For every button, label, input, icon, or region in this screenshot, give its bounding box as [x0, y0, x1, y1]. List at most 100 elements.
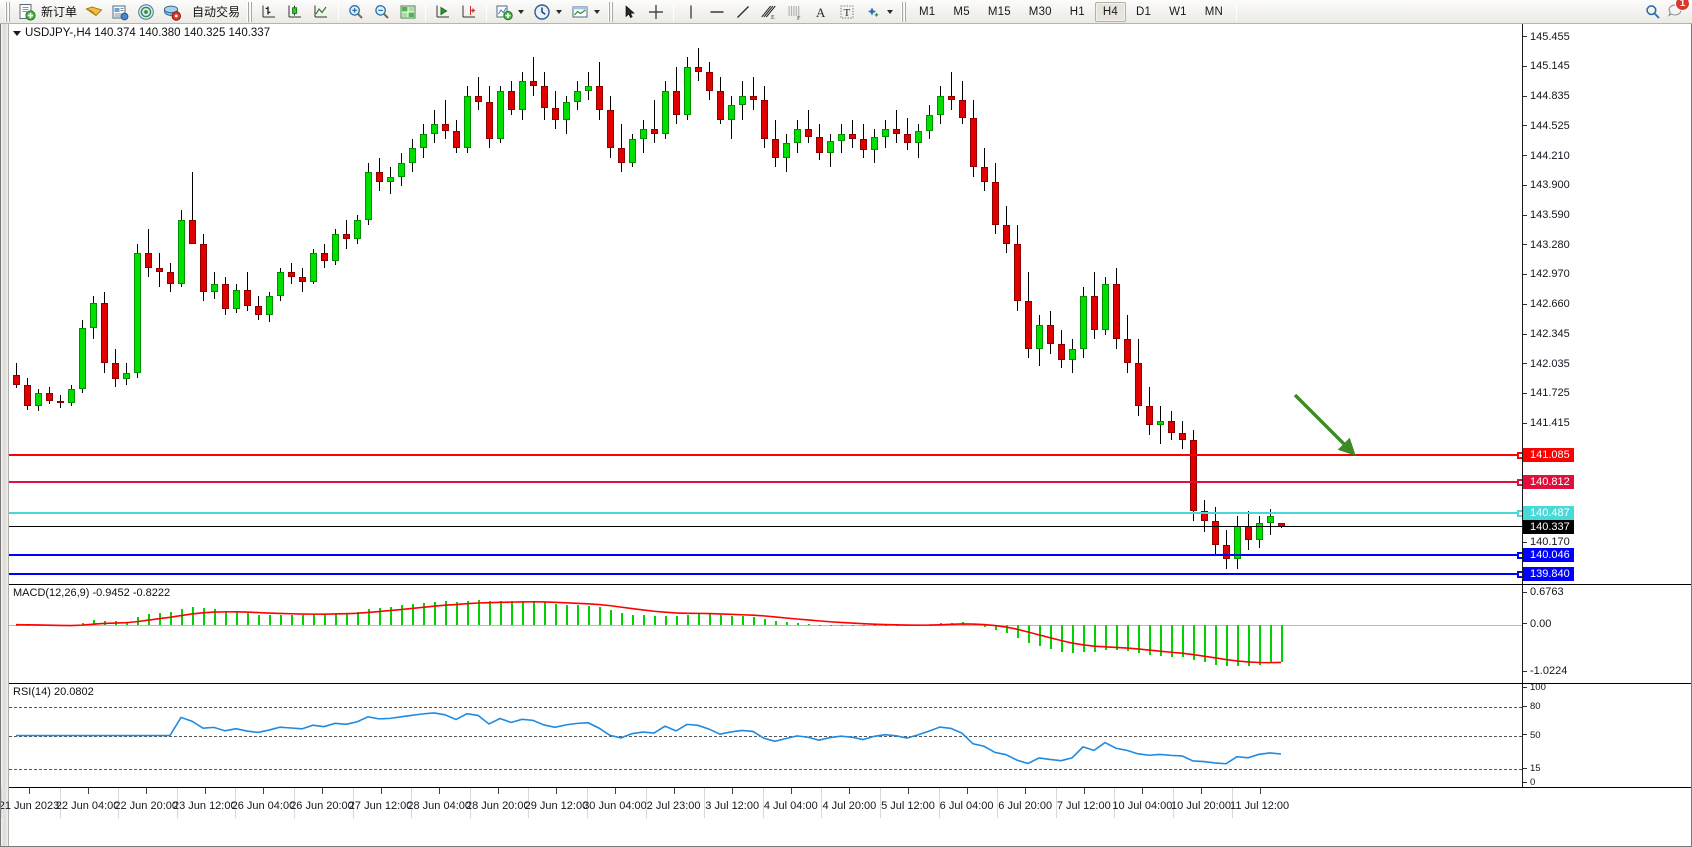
objects-dropdown-arrow[interactable]	[887, 9, 894, 14]
search-button[interactable]	[1641, 1, 1665, 23]
account-button[interactable]	[160, 1, 184, 23]
time-tick-label: 7 Jul 12:00	[1056, 800, 1111, 812]
trendline-button[interactable]	[731, 1, 755, 23]
timeframe-m15[interactable]: M15	[987, 5, 1011, 18]
objects-button[interactable]	[861, 1, 897, 23]
news-button[interactable]	[108, 1, 132, 23]
level-handle-support-upper[interactable]	[1517, 551, 1522, 559]
line-chart-button[interactable]	[309, 1, 333, 23]
indicators-button[interactable]	[492, 1, 528, 23]
level-line-bid-line[interactable]	[9, 511, 1522, 514]
chart-dropdown-icon[interactable]	[13, 30, 21, 36]
macd-histogram-bar	[588, 605, 590, 625]
autotrading-button[interactable]: 自动交易	[186, 1, 243, 23]
indicators-dropdown-arrow[interactable]	[518, 9, 525, 14]
price-badge-resistance-upper[interactable]: 141.085	[1523, 448, 1574, 463]
new-order-button[interactable]: 新订单	[15, 1, 80, 23]
macd-histogram-bar	[1270, 624, 1272, 664]
tile-windows-button[interactable]	[396, 1, 420, 23]
trendline-icon	[737, 5, 749, 18]
level-handle-bid-line[interactable]	[1517, 509, 1522, 517]
price-badge-bid-line[interactable]: 140.487	[1523, 505, 1574, 520]
zoom-in-button[interactable]	[344, 1, 368, 23]
auto-scroll-button[interactable]	[431, 1, 455, 23]
toolbar-grip-periods[interactable]	[901, 1, 908, 22]
time-separator	[880, 788, 881, 818]
level-line-resistance-upper[interactable]	[9, 454, 1522, 457]
candle-body	[211, 283, 218, 292]
price-badge-support-lower[interactable]: 139.840	[1523, 567, 1574, 582]
candle-body	[838, 133, 845, 141]
time-separator	[176, 788, 178, 818]
price-tick: 144.835	[1523, 90, 1570, 102]
candle-body	[706, 71, 713, 91]
timeframe-m5[interactable]: M5	[953, 5, 970, 18]
level-line-support-upper[interactable]	[9, 553, 1522, 556]
time-axis[interactable]: 21 Jun 2023 22 Jun 04:00 22 Jun 20:00 23 Ju…	[1, 787, 1691, 846]
candle-body	[189, 219, 196, 244]
candlestick-chart-button[interactable]	[283, 1, 307, 23]
candle-wick	[896, 110, 897, 144]
level-handle-resistance-lower[interactable]	[1517, 478, 1522, 486]
rsi-axis[interactable]: 100 80 50 15 0	[1522, 682, 1691, 788]
cursor-button[interactable]	[618, 1, 642, 23]
toolbar-grip-standard[interactable]	[5, 1, 11, 22]
folder-button[interactable]	[82, 1, 106, 23]
period-dropdown-arrow[interactable]	[556, 9, 563, 14]
period-button[interactable]	[530, 1, 566, 23]
timeframe-m30[interactable]: M30	[1028, 5, 1052, 18]
text-label-button[interactable]: T	[835, 1, 859, 23]
candle-body	[354, 219, 361, 239]
macd-histogram-bar	[1138, 624, 1140, 653]
rsi-plot-area[interactable]	[9, 684, 1522, 787]
timeframe-d1[interactable]: D1	[1136, 5, 1152, 18]
timeframe-w1[interactable]: W1	[1169, 5, 1187, 18]
horizontal-line-button[interactable]	[705, 1, 729, 23]
timeframe-mn[interactable]: MN	[1204, 5, 1224, 18]
level-line-support-lower[interactable]	[9, 573, 1522, 576]
zoom-out-button[interactable]	[370, 1, 394, 23]
chart-vertical-grip[interactable]	[1, 24, 9, 846]
time-tick-mark	[146, 788, 148, 794]
level-line-resistance-lower[interactable]	[9, 480, 1522, 483]
candle-body	[794, 129, 801, 144]
signal-button[interactable]	[134, 1, 158, 23]
time-separator	[1055, 788, 1057, 818]
templates-dropdown-arrow[interactable]	[594, 9, 601, 14]
level-handle-support-lower[interactable]	[1517, 571, 1522, 579]
vertical-line-button[interactable]	[679, 1, 703, 23]
level-line-last-price[interactable]	[9, 525, 1522, 527]
macd-histogram-bar	[423, 602, 425, 625]
price-axis[interactable]: 145.455 145.145 144.835 144.525 144.210 143.9…	[1522, 24, 1691, 584]
macd-plot-area[interactable]	[9, 585, 1522, 683]
timeframe-h4[interactable]: H4	[1094, 1, 1126, 22]
bar-chart-button[interactable]	[257, 1, 281, 23]
macd-axis[interactable]: 0.6763 0.00 -1.0224	[1522, 585, 1691, 683]
crosshair-button[interactable]	[644, 1, 668, 23]
price-plot-area[interactable]	[9, 24, 1522, 584]
macd-histogram-bar	[357, 611, 359, 625]
price-badge-support-upper[interactable]: 140.046	[1523, 547, 1574, 562]
new-order-label: 新订单	[41, 4, 78, 19]
macd-histogram-bar	[643, 615, 645, 625]
price-tick: 143.590	[1523, 209, 1570, 221]
chart-shift-button[interactable]	[457, 1, 481, 23]
indicators-icon	[496, 5, 513, 20]
toolbar-grip-charts[interactable]	[247, 1, 254, 22]
rsi-label: RSI(14) 20.0802	[13, 686, 94, 698]
price-badge-last-price[interactable]: 140.337	[1523, 519, 1574, 534]
time-tick-label: 29 Jun 12:00	[524, 800, 589, 812]
fibonacci-button[interactable]: F	[783, 1, 807, 23]
toolbar-grip-drawing[interactable]	[608, 1, 615, 22]
macd-histogram-bar	[445, 601, 447, 625]
candle-body	[981, 167, 988, 182]
price-badge-resistance-lower[interactable]: 140.812	[1523, 474, 1574, 489]
timeframe-h1[interactable]: H1	[1069, 5, 1085, 18]
text-button[interactable]: A	[809, 1, 833, 23]
equidistant-channel-button[interactable]: E	[757, 1, 781, 23]
level-handle-resistance-upper[interactable]	[1517, 452, 1522, 460]
macd-histogram-bar	[181, 608, 183, 625]
alerts-button[interactable]: 1	[1666, 0, 1690, 24]
templates-button[interactable]	[568, 1, 604, 23]
timeframe-m1[interactable]: M1	[919, 5, 936, 18]
